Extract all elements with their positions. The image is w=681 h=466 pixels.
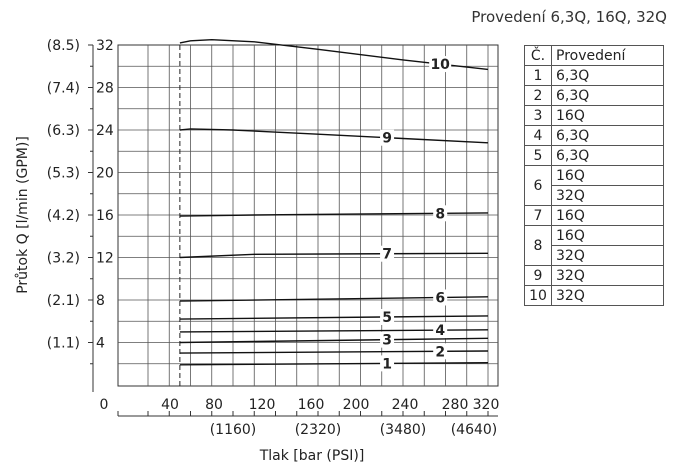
row-number: 4 xyxy=(524,125,552,146)
variant-table-row: 3 16Q xyxy=(524,105,664,126)
row-number: 5 xyxy=(524,145,552,166)
x-tick-label-secondary: (4640) xyxy=(451,422,498,438)
series-label-bg xyxy=(380,245,395,262)
y-tick-label-secondary: (3.2) xyxy=(47,251,80,267)
x-tick-label: 80 xyxy=(205,397,223,413)
y-axis-title: Průtok Q [l/min (GPM)] xyxy=(15,136,31,294)
series-label-6: 6 xyxy=(435,290,445,306)
variant-table-row: 4 6,3Q xyxy=(524,125,664,146)
header-number: Č. xyxy=(524,45,552,66)
row-number: 8 xyxy=(524,225,552,266)
series-label-7: 7 xyxy=(382,247,392,263)
series-label-10: 10 xyxy=(430,57,450,73)
series-label-bg xyxy=(380,308,395,325)
series-line-3 xyxy=(179,337,489,344)
row-variant: 6,3Q xyxy=(551,65,664,86)
variant-table-row: 6 16Q xyxy=(524,165,664,206)
row-variant: 32Q xyxy=(551,265,664,286)
x-tick-label: 280 xyxy=(442,397,469,413)
series-line-9 xyxy=(179,128,489,144)
variant-table-row: 5 6,3Q xyxy=(524,145,664,166)
series-label-bg xyxy=(433,322,448,339)
y-tick-label: 4 xyxy=(96,336,105,352)
y-tick-label-secondary: (4.2) xyxy=(47,208,80,224)
variant-table-row: 7 16Q xyxy=(524,205,664,226)
series-line-8 xyxy=(179,212,489,217)
row-number: 2 xyxy=(524,85,552,106)
x-tick-label: 320 xyxy=(473,397,500,413)
header-variant: Provedení xyxy=(551,45,664,66)
row-variant: 16Q xyxy=(551,105,664,126)
page-heading: Provedení 6,3Q, 16Q, 32Q xyxy=(471,8,667,26)
y-tick-label: 24 xyxy=(96,123,114,139)
row-variant: 32Q xyxy=(551,285,664,306)
series-label-bg xyxy=(429,56,452,73)
series-line-10 xyxy=(179,38,489,71)
series-label-5: 5 xyxy=(382,310,392,326)
variant-table-header: Č. Provedení xyxy=(524,45,664,66)
y-tick-label: 20 xyxy=(96,166,114,182)
series-label-2: 2 xyxy=(435,344,445,360)
row-variant: 6,3Q xyxy=(551,145,664,166)
row-variant: 6,3Q xyxy=(551,85,664,106)
row-number: 9 xyxy=(524,265,552,286)
y-tick-label-secondary: (7.4) xyxy=(47,81,80,97)
x-tick-label: 40 xyxy=(161,397,179,413)
x-tick-label: 160 xyxy=(298,397,325,413)
series-label-bg xyxy=(433,205,448,222)
row-variant: 16Q xyxy=(551,225,664,246)
y-tick-label: 28 xyxy=(96,81,114,97)
y-tick-label-secondary: (1.1) xyxy=(47,336,80,352)
series-label-bg xyxy=(433,289,448,306)
plot-frame xyxy=(117,44,499,387)
variant-table-row: 2 6,3Q xyxy=(524,85,664,106)
x-tick-label-secondary: (1160) xyxy=(210,422,257,438)
series-label-4: 4 xyxy=(435,323,445,339)
series-label-8: 8 xyxy=(435,206,445,222)
row-number: 7 xyxy=(524,205,552,226)
variant-table-row: 9 32Q xyxy=(524,265,664,286)
x-tick-label-secondary: (2320) xyxy=(295,422,342,438)
variant-table-row: 1 6,3Q xyxy=(524,65,664,86)
series-label-1: 1 xyxy=(382,356,392,372)
row-variant: 6,3Q xyxy=(551,125,664,146)
y-tick-label: 12 xyxy=(96,251,114,267)
row-variant: 32Q xyxy=(551,245,664,266)
row-variant: 16Q xyxy=(551,205,664,226)
row-variant: 32Q xyxy=(551,185,664,206)
series-label-3: 3 xyxy=(382,333,392,349)
x-tick-label: 0 xyxy=(100,397,109,413)
series-label-bg xyxy=(380,129,395,146)
x-axis-title: Tlak [bar (PSI)] xyxy=(259,448,365,464)
series-label-bg xyxy=(380,331,395,348)
variant-table: Č. Provedení 1 6,3Q 2 6,3Q 3 16Q 4 6,3Q 5 6,3Q 6 16… xyxy=(524,45,664,306)
row-number: 6 xyxy=(524,165,552,206)
y-tick-label: 8 xyxy=(96,293,105,309)
variant-table-body: 1 6,3Q 2 6,3Q 3 16Q 4 6,3Q 5 6,3Q 6 16Q 32Q 7 16Q 8 16Q 3… xyxy=(524,65,664,306)
row-number: 10 xyxy=(524,285,552,306)
series-line-7 xyxy=(179,252,489,259)
series-line-5 xyxy=(179,315,489,320)
y-tick-label-secondary: (6.3) xyxy=(47,123,80,139)
x-tick-label: 120 xyxy=(249,397,276,413)
row-number: 3 xyxy=(524,105,552,126)
series-label-9: 9 xyxy=(382,131,392,147)
x-tick-label-secondary: (3480) xyxy=(380,422,427,438)
series-line-1 xyxy=(179,362,489,366)
series-label-bg xyxy=(433,343,448,360)
x-tick-label: 200 xyxy=(343,397,370,413)
variant-table-row: 32Q xyxy=(525,185,664,206)
series-label-bg xyxy=(380,355,395,372)
y-tick-label-secondary: (2.1) xyxy=(47,293,80,309)
variant-table-row: 8 16Q xyxy=(524,225,664,266)
row-number: 1 xyxy=(524,65,552,86)
row-variant: 16Q xyxy=(551,165,664,186)
y-tick-label: 16 xyxy=(96,208,114,224)
y-tick-label-secondary: (5.3) xyxy=(47,166,80,182)
y-tick-label: 32 xyxy=(96,38,114,54)
variant-table-row: 10 32Q xyxy=(524,285,664,306)
x-tick-label: 240 xyxy=(392,397,419,413)
y-tick-label-secondary: (8.5) xyxy=(47,38,80,54)
